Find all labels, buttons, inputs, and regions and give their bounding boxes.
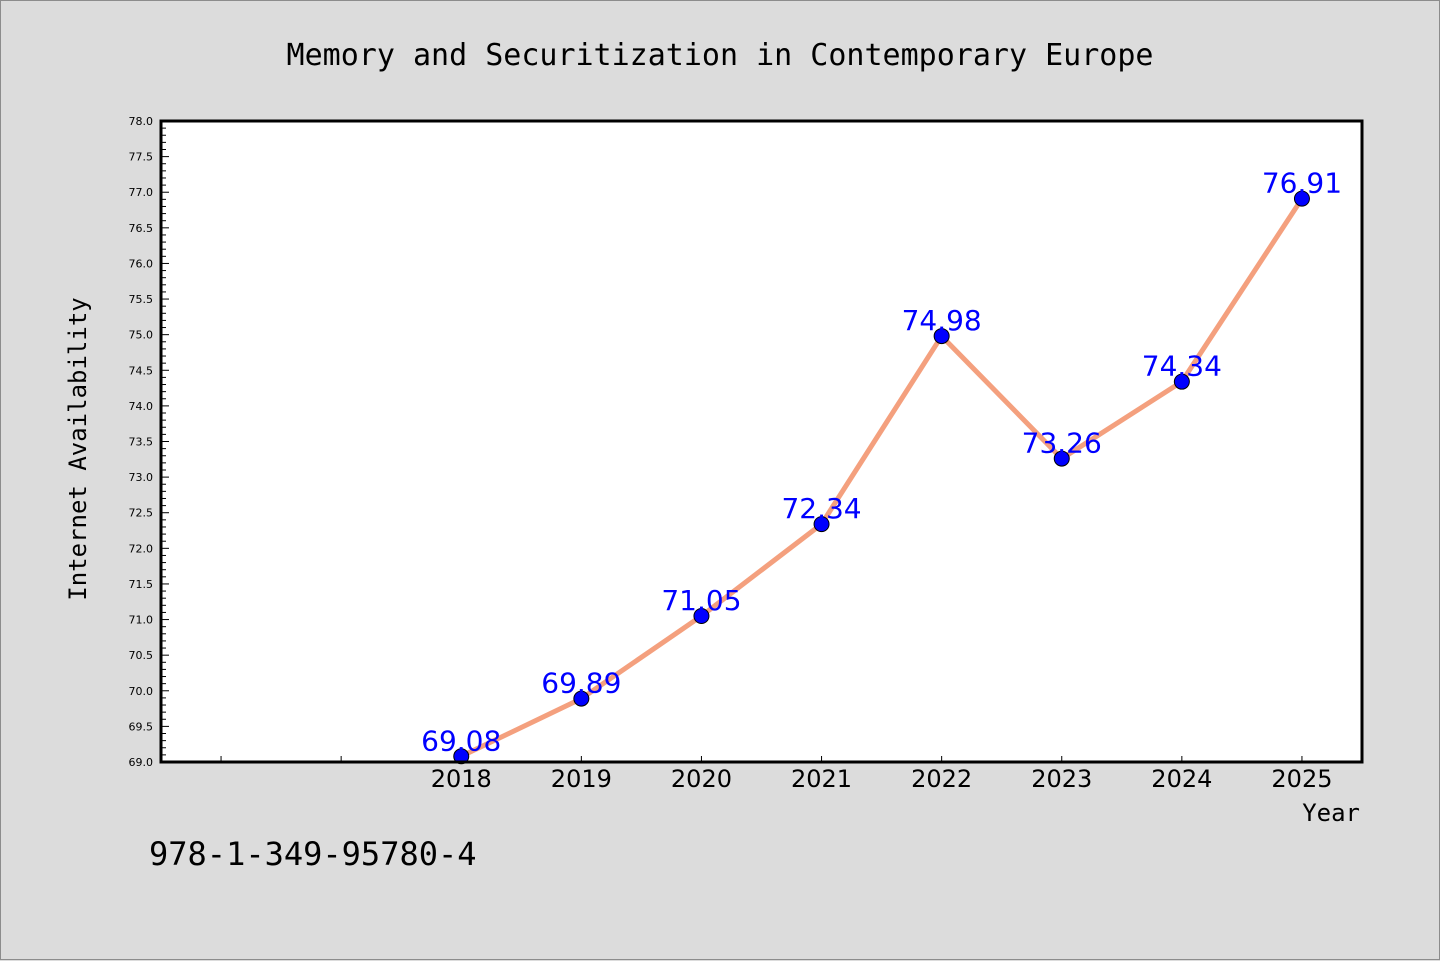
y-tick-label: 71.5: [129, 578, 154, 591]
y-tick-label: 77.5: [129, 151, 154, 164]
data-label: 74.98: [902, 304, 982, 337]
y-tick-label: 76.0: [129, 257, 154, 270]
x-tick-label: 2021: [791, 765, 852, 793]
y-tick-label: 74.5: [129, 364, 154, 377]
y-tick-label: 74.0: [129, 400, 154, 413]
data-point: [933, 328, 950, 345]
x-axis: 2018 2019 2020 2021 2022 2023 2024 2025: [220, 756, 1332, 793]
plot-border: [159, 119, 1364, 764]
data-point: [1053, 450, 1070, 467]
x-tick-label: 2020: [671, 765, 732, 793]
data-label: 73.26: [1022, 427, 1102, 460]
data-label: 74.34: [1142, 350, 1222, 383]
y-tick-label: 69.0: [129, 756, 154, 769]
data-point: [1293, 190, 1310, 207]
y-tick-label: 71.0: [129, 614, 154, 627]
data-label: 76.91: [1262, 167, 1342, 200]
y-tick-label: 73.0: [129, 471, 154, 484]
y-tick-label: 70.5: [129, 649, 154, 662]
y-tick-label: 75.5: [129, 293, 154, 306]
y-tick-label: 75.0: [129, 329, 154, 342]
data-label: 71.05: [661, 584, 741, 617]
isbn-label: 978-1-349-95780-4: [149, 835, 477, 873]
data-point: [1173, 373, 1190, 390]
data-label: 69.08: [421, 724, 501, 757]
x-axis-label: Year: [1302, 799, 1360, 827]
series-layer: 69.08 69.89 71.05 72.34 74.98 73.26 74.34 76.91: [421, 167, 1342, 765]
y-tick-label: 72.5: [129, 507, 154, 520]
data-point: [453, 748, 470, 765]
data-point: [573, 690, 590, 707]
x-tick-label: 2025: [1271, 765, 1332, 793]
data-label: 72.34: [781, 492, 861, 525]
y-tick-label: 76.5: [129, 222, 154, 235]
y-tick-label: 73.5: [129, 436, 154, 449]
data-point: [693, 607, 710, 624]
y-tick-label: 69.5: [129, 720, 154, 733]
x-tick-label: 2024: [1151, 765, 1212, 793]
y-tick-label: 70.0: [129, 685, 154, 698]
x-tick-label: 2023: [1031, 765, 1092, 793]
series-line: [458, 196, 1305, 759]
y-axis: 69.0 69.5 70.0 70.5 71.0 71.5 72.0 72.5 73.0 73.5…: [129, 115, 169, 769]
y-axis-label: Internet Availability: [64, 297, 92, 600]
y-tick-label: 77.0: [129, 186, 154, 199]
x-tick-label: 2022: [911, 765, 972, 793]
y-tick-label: 78.0: [129, 115, 154, 128]
plot-area: [161, 121, 1362, 762]
x-tick-label: 2019: [551, 765, 612, 793]
data-point: [813, 516, 830, 533]
x-tick-label: 2018: [431, 765, 492, 793]
y-tick-label: 72.0: [129, 542, 154, 555]
data-label: 69.89: [541, 667, 621, 700]
chart-title: Memory and Securitization in Contemporar…: [287, 38, 1154, 73]
